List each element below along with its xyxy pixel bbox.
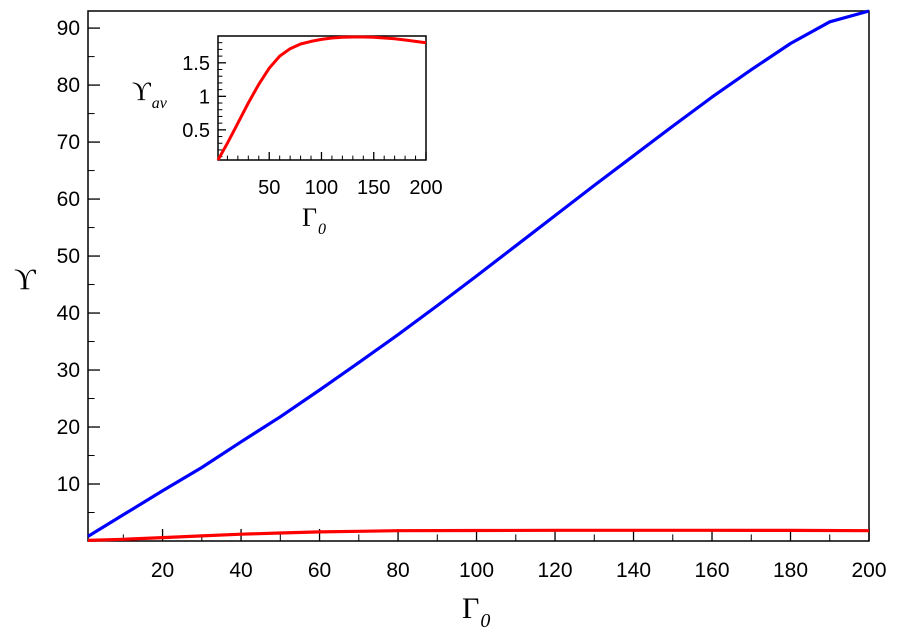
inset-y-tick-label: 1 xyxy=(199,86,210,108)
main-x-tick-label: 60 xyxy=(308,559,331,582)
main-y-axis-title: ϒ xyxy=(14,263,36,296)
main-y-tick-label: 40 xyxy=(57,302,80,325)
main-y-tick-label: 50 xyxy=(57,245,80,268)
main-x-tick-label: 140 xyxy=(616,559,651,582)
inset-y-tick-label: 0.5 xyxy=(182,120,210,142)
main-series-line-0 xyxy=(87,9,870,538)
main-x-tick-label: 160 xyxy=(694,559,729,582)
inset-x-axis-title: Γ0 xyxy=(302,203,326,238)
main-y-tick-label: 60 xyxy=(57,188,80,211)
main-x-tick-label: 80 xyxy=(386,559,409,582)
main-y-tick-label: 80 xyxy=(57,74,80,97)
main-y-tick-label: 90 xyxy=(57,17,80,40)
inset-plot: 50 100 150 200 0.5 1 1.5 Γ0 ϒav xyxy=(132,35,443,238)
main-y-tick-label: 20 xyxy=(57,416,80,439)
main-x-tick-label: 40 xyxy=(229,559,252,582)
main-x-axis-title: Γ0 xyxy=(462,592,490,632)
main-x-tick-label: 20 xyxy=(151,559,174,582)
main-x-tick-label: 200 xyxy=(851,559,886,582)
inset-background xyxy=(218,36,426,160)
inset-x-tick-label: 150 xyxy=(357,177,390,199)
inset-y-tick-label: 1.5 xyxy=(182,53,210,75)
main-frame xyxy=(87,10,870,542)
main-y-tick-label: 70 xyxy=(57,131,80,154)
inset-x-tick-label: 200 xyxy=(409,177,442,199)
main-y-tick-label: 30 xyxy=(57,359,80,382)
inset-x-tick-label: 50 xyxy=(258,177,280,199)
main-y-tick-label: 10 xyxy=(57,473,80,496)
inset-y-axis-title: ϒav xyxy=(132,77,168,112)
main-series-line-1 xyxy=(87,528,870,542)
inset-x-tick-label: 100 xyxy=(305,177,338,199)
main-x-tick-label: 180 xyxy=(773,559,808,582)
main-plot: 20 40 60 80 100 120 140 160 180 20010203040506070… xyxy=(14,9,887,632)
main-x-tick-label: 100 xyxy=(459,559,494,582)
main-x-tick-label: 120 xyxy=(538,559,573,582)
inset-series-line-0 xyxy=(216,35,427,161)
